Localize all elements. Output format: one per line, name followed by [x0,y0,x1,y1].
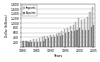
Bar [64,29,65,47]
Legend: Imports, Exports: Imports, Exports [22,5,38,16]
Bar [27,41,28,47]
Bar [82,30,83,47]
Bar [70,26,71,47]
Bar [65,33,66,47]
Bar [74,31,75,47]
Bar [90,27,92,47]
Bar [40,42,41,47]
Bar [81,20,82,47]
Bar [43,41,44,47]
Bar [42,37,43,47]
Bar [48,38,49,47]
Bar [84,19,85,47]
Bar [36,39,37,47]
Bar [62,35,63,47]
Bar [79,28,80,47]
Bar [45,39,46,47]
Bar [39,38,40,47]
Bar [85,30,86,47]
Bar [53,35,54,47]
Bar [58,33,60,47]
Bar [78,18,79,47]
X-axis label: Years: Years [54,54,63,58]
Bar [75,22,76,47]
Bar [51,38,52,47]
Bar [56,34,57,47]
Bar [71,31,72,47]
Bar [37,42,38,47]
Bar [28,42,29,47]
Bar [44,36,45,47]
Bar [92,7,93,47]
Bar [26,41,27,47]
Y-axis label: Dollar (billions): Dollar (billions) [5,14,9,37]
Bar [22,41,23,47]
Bar [50,35,51,47]
Bar [47,36,48,47]
Bar [93,25,94,47]
Bar [61,31,62,47]
Bar [87,17,88,47]
Bar [76,30,78,47]
Bar [34,42,35,47]
Bar [60,36,61,47]
Bar [68,32,69,47]
Bar [57,36,58,47]
Bar [25,41,26,47]
Bar [88,30,89,47]
Bar [54,37,55,47]
Bar [67,28,68,47]
Bar [31,42,32,47]
Bar [23,41,24,47]
Bar [33,39,34,47]
Bar [72,25,74,47]
Bar [30,40,31,47]
